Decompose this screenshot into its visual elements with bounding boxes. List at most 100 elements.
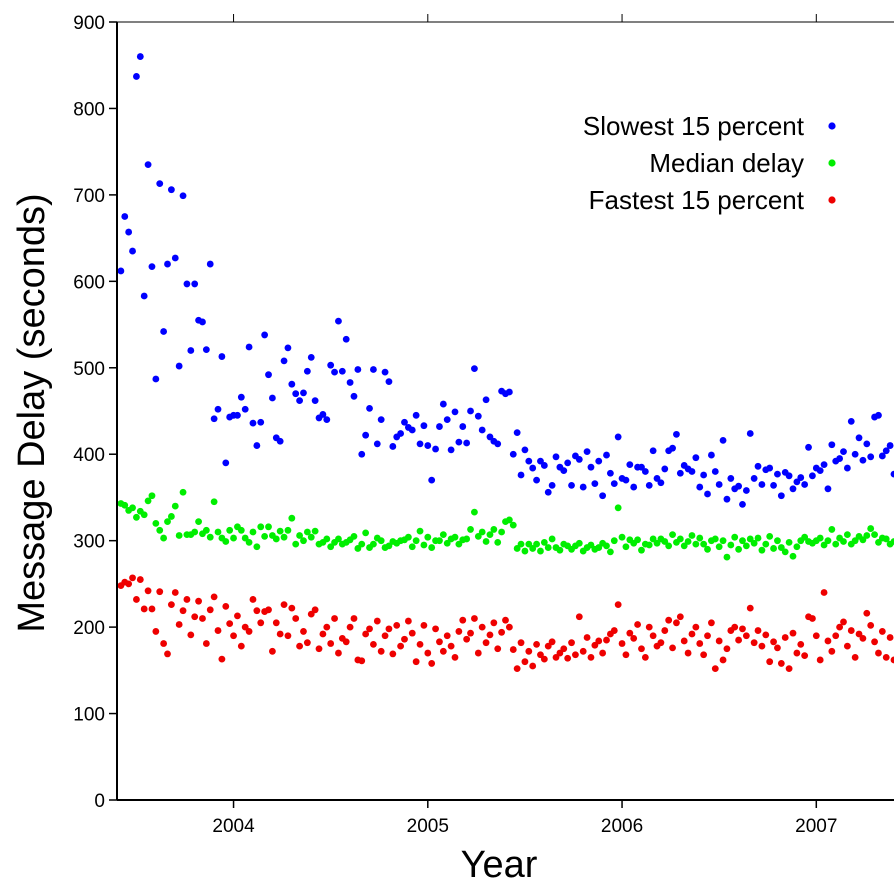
data-point <box>731 533 739 541</box>
data-point <box>789 485 797 493</box>
data-point <box>471 365 478 373</box>
data-point <box>750 539 758 547</box>
data-point <box>199 615 206 622</box>
data-point <box>202 346 210 354</box>
data-point <box>735 482 742 490</box>
data-point <box>404 617 412 625</box>
data-point <box>327 640 335 647</box>
data-point <box>249 419 257 427</box>
data-point <box>346 379 354 386</box>
data-point <box>447 446 455 454</box>
data-point <box>614 504 622 512</box>
data-point <box>331 615 338 622</box>
data-point <box>579 647 587 655</box>
y-tick-label: 300 <box>73 532 105 553</box>
data-point <box>471 615 478 622</box>
data-point <box>890 538 894 545</box>
data-point <box>393 621 401 629</box>
data-point <box>253 442 261 449</box>
data-point <box>708 451 715 459</box>
data-point <box>455 540 463 548</box>
data-point <box>362 630 370 638</box>
data-point <box>381 368 389 376</box>
data-point <box>517 540 525 548</box>
data-point <box>494 440 502 448</box>
data-point <box>797 641 805 648</box>
series-1 <box>117 488 894 561</box>
data-point <box>494 645 502 653</box>
data-point <box>610 480 618 488</box>
data-point <box>245 538 253 546</box>
data-point <box>358 540 366 548</box>
data-point <box>129 574 136 582</box>
data-point <box>785 665 793 673</box>
data-point <box>540 655 548 663</box>
y-tick-label: 100 <box>73 705 105 726</box>
data-point <box>179 607 187 615</box>
data-point <box>688 468 696 475</box>
data-point <box>428 544 436 551</box>
data-point <box>630 483 638 491</box>
data-point <box>742 487 750 494</box>
data-point <box>373 617 381 625</box>
data-point <box>750 639 758 647</box>
data-points <box>117 53 894 673</box>
data-point <box>474 412 482 420</box>
data-point <box>785 538 793 546</box>
data-point <box>622 543 630 551</box>
data-point <box>824 485 832 493</box>
x-tick-label: 2006 <box>601 816 643 837</box>
data-point <box>210 498 218 506</box>
data-point <box>863 440 871 448</box>
legend-label: Fastest 15 percent <box>589 185 805 215</box>
data-point <box>529 545 537 552</box>
data-point <box>210 593 218 601</box>
data-point <box>265 371 272 379</box>
data-point <box>377 537 385 545</box>
data-point <box>144 161 152 169</box>
data-point <box>327 543 335 551</box>
data-point <box>117 267 125 275</box>
data-point <box>354 545 362 552</box>
data-point <box>875 538 882 546</box>
data-point <box>432 625 439 633</box>
data-point <box>490 619 498 627</box>
data-point <box>513 545 521 552</box>
data-point <box>704 632 711 640</box>
data-point <box>350 532 358 540</box>
data-point <box>350 392 358 400</box>
data-point <box>373 440 381 448</box>
data-point <box>882 653 890 661</box>
data-point <box>711 535 719 543</box>
data-point <box>665 616 673 624</box>
data-point <box>412 537 420 545</box>
data-point <box>696 534 704 542</box>
data-point <box>478 528 486 536</box>
data-point <box>774 644 781 652</box>
data-point <box>890 470 894 478</box>
data-point <box>762 631 770 639</box>
data-point <box>828 647 836 655</box>
data-point <box>486 531 494 539</box>
data-point <box>408 426 416 434</box>
series-2 <box>117 574 894 673</box>
data-point <box>443 632 451 640</box>
data-point <box>517 639 525 647</box>
data-point <box>265 523 272 531</box>
data-point <box>498 628 506 636</box>
data-point <box>292 390 300 398</box>
data-point <box>370 366 377 373</box>
data-point <box>241 623 249 631</box>
data-point <box>727 475 735 482</box>
data-point <box>587 463 595 471</box>
data-point <box>552 653 560 661</box>
data-point <box>777 492 785 500</box>
data-point <box>416 641 424 648</box>
data-point <box>878 628 886 635</box>
data-point <box>805 443 812 451</box>
data-point <box>300 389 307 397</box>
data-point <box>167 513 175 520</box>
data-point <box>455 628 463 635</box>
data-point <box>288 604 296 612</box>
data-point <box>171 589 179 596</box>
